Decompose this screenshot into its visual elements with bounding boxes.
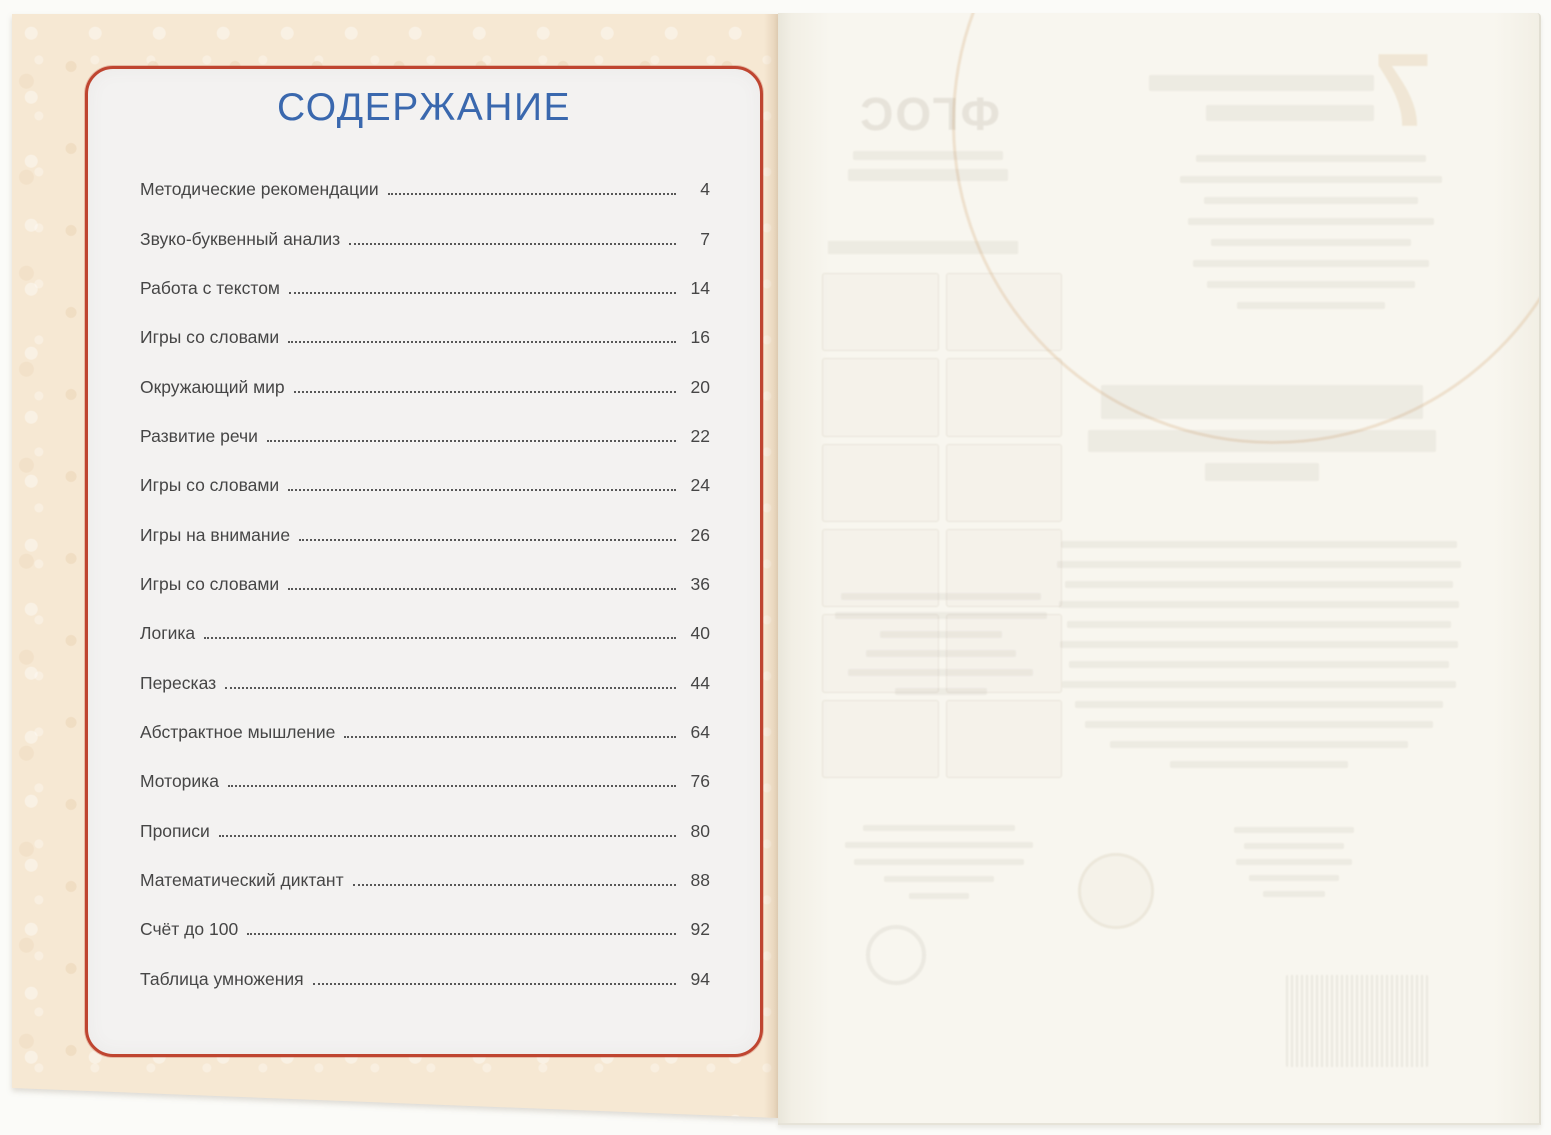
ghost-center-title-bars: [1074, 385, 1449, 481]
toc-dots-leader: [219, 826, 676, 837]
toc-entry-label: Звуко-буквенный анализ: [140, 228, 341, 249]
ghost-digit-seven: 7: [1374, 33, 1432, 149]
toc-page-number: 7: [700, 228, 710, 249]
ghost-round-emblem: [1078, 853, 1154, 929]
toc-dots-leader: [388, 184, 676, 195]
toc-page-number: 14: [690, 277, 710, 298]
toc-entry-label: Абстрактное мышление: [140, 721, 336, 742]
toc-entry-label: Таблица умножения: [140, 968, 304, 989]
toc-row: Методические рекомендации 4: [140, 165, 710, 214]
toc-row: Игры со словами 16: [140, 313, 710, 362]
toc-dots-leader: [267, 431, 676, 442]
toc-dots-leader: [349, 233, 676, 244]
toc-row: Пересказ 44: [140, 658, 710, 707]
ghost-right-heading-bars: [1146, 75, 1374, 121]
toc-page-number: 44: [690, 672, 710, 693]
toc-page-number: 36: [690, 573, 710, 594]
toc-row: Работа с текстом 14: [140, 264, 710, 313]
ghost-imprint-lines: [1226, 827, 1361, 897]
toc-page-number: 88: [690, 869, 710, 890]
toc-page-number: 92: [690, 919, 710, 940]
ghost-card-grid: [822, 273, 1062, 778]
toc-page-number: 64: [690, 721, 710, 742]
ghost-section-heading: [828, 241, 1018, 254]
toc-row: Окружающий мир 20: [140, 362, 710, 411]
toc-entry-label: Окружающий мир: [140, 376, 285, 397]
ghost-age-badge-circle: [866, 925, 926, 985]
ghost-text-block-left-lower: [836, 825, 1041, 899]
show-through-ghost-layer: ФГОС: [778, 13, 1539, 1123]
ghost-text-block-left: [828, 593, 1053, 695]
toc-entry-label: Пересказ: [140, 672, 217, 693]
toc-dots-leader: [225, 678, 676, 689]
toc-entry-label: Игры на внимание: [140, 524, 291, 545]
toc-entry-label: Методические рекомендации: [140, 179, 379, 200]
toc-page-number: 16: [690, 327, 710, 348]
toc-page-number: 94: [690, 968, 710, 989]
toc-entry-label: Математический диктант: [140, 869, 344, 890]
toc-row: Игры на внимание 26: [140, 510, 710, 559]
toc-page-number: 24: [690, 475, 710, 496]
toc-title: СОДЕРЖАНИЕ: [276, 86, 572, 129]
toc-dots-leader: [228, 776, 676, 787]
toc-dots-leader: [344, 727, 676, 738]
toc-dots-leader: [204, 628, 676, 639]
cover-pattern-background: СОДЕРЖАНИЕ Методические рекомендации 4 З…: [12, 14, 778, 1118]
toc-entry-label: Игры со словами: [140, 573, 280, 594]
toc-row: Моторика 76: [140, 757, 710, 806]
toc-row: Таблица умножения 94: [140, 955, 710, 1004]
toc-page-number: 20: [690, 376, 710, 397]
toc-list: Методические рекомендации 4 Звуко-буквен…: [140, 165, 710, 1004]
toc-dots-leader: [299, 530, 676, 541]
toc-page-number: 26: [690, 524, 710, 545]
ghost-center-paragraph-lines: [1056, 541, 1461, 768]
ghost-barcode: [1286, 975, 1428, 1067]
toc-dots-leader: [294, 382, 676, 393]
toc-dots-leader: [288, 480, 676, 491]
toc-page-number: 80: [690, 820, 710, 841]
toc-entry-label: Игры со словами: [140, 327, 280, 348]
ghost-fgos-logo: ФГОС: [858, 88, 1000, 140]
toc-entry-label: Логика: [140, 623, 196, 644]
toc-dots-leader: [288, 579, 676, 590]
toc-row: Абстрактное мышление 64: [140, 708, 710, 757]
right-page: ФГОС: [778, 13, 1541, 1125]
left-cover-page: СОДЕРЖАНИЕ Методические рекомендации 4 З…: [12, 14, 778, 1118]
toc-dots-leader: [289, 283, 676, 294]
toc-entry-label: Игры со словами: [140, 475, 280, 496]
toc-entry-label: Прописи: [140, 820, 210, 841]
toc-entry-label: Моторика: [140, 771, 219, 792]
ghost-fgos-underline: [848, 151, 1008, 181]
toc-row: Прописи 80: [140, 806, 710, 855]
toc-entry-label: Развитие речи: [140, 425, 258, 446]
toc-page-number: 76: [690, 771, 710, 792]
toc-dots-leader: [313, 974, 676, 985]
toc-row: Логика 40: [140, 609, 710, 658]
ghost-right-list-lines: [1178, 155, 1443, 309]
toc-page-number: 4: [700, 179, 710, 200]
toc-row: Счёт до 100 92: [140, 905, 710, 954]
toc-entry-label: Работа с текстом: [140, 277, 280, 298]
toc-page-number: 22: [690, 425, 710, 446]
toc-dots-leader: [353, 875, 676, 886]
toc-row: Математический диктант 88: [140, 856, 710, 905]
toc-row: Игры со словами 36: [140, 560, 710, 609]
toc-row: Игры со словами 24: [140, 461, 710, 510]
toc-panel: СОДЕРЖАНИЕ Методические рекомендации 4 З…: [85, 66, 763, 1057]
toc-entry-label: Счёт до 100: [140, 919, 239, 940]
toc-row: Развитие речи 22: [140, 412, 710, 461]
toc-dots-leader: [288, 332, 676, 343]
toc-page-number: 40: [690, 623, 710, 644]
toc-dots-leader: [247, 924, 676, 935]
toc-row: Звуко-буквенный анализ 7: [140, 214, 710, 263]
